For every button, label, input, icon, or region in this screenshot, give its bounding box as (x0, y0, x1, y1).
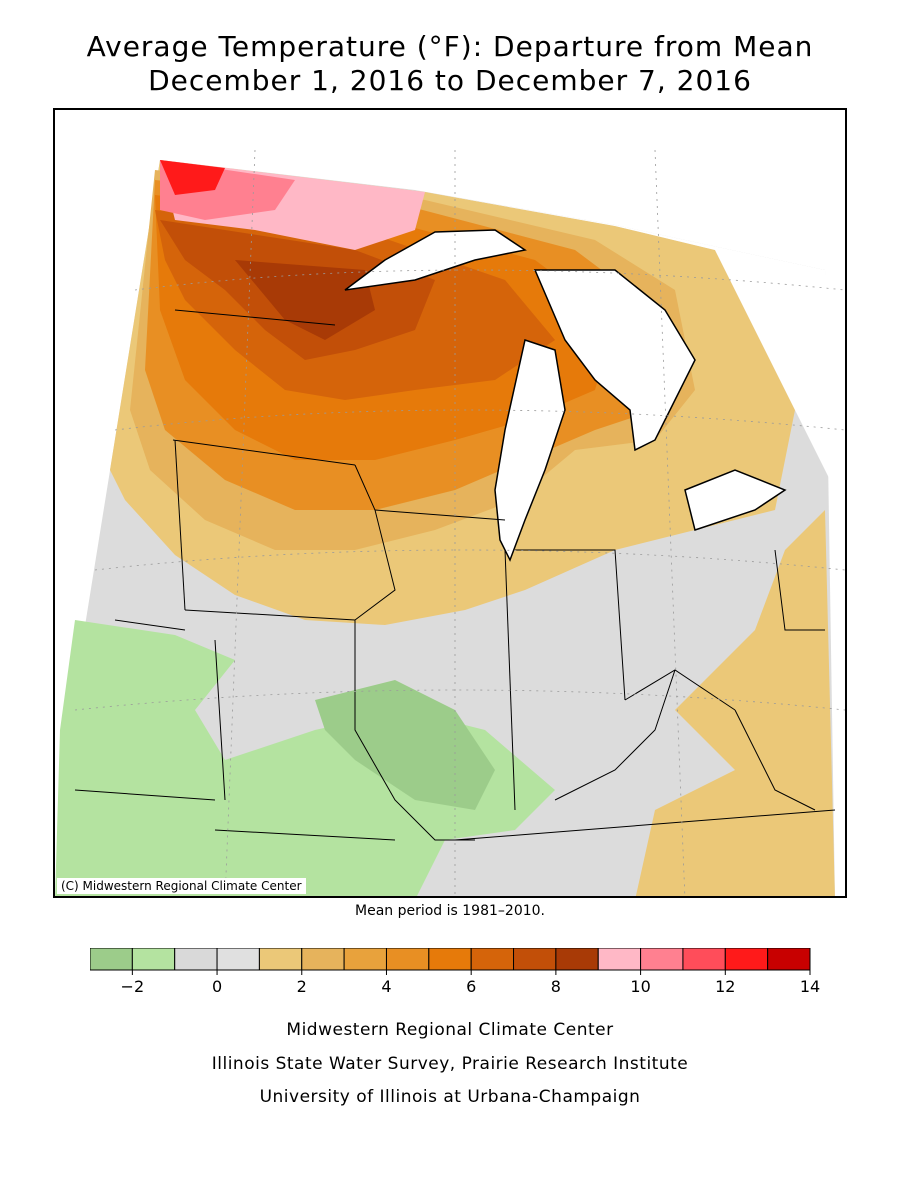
legend-bin (640, 948, 684, 971)
map-credit: (C) Midwestern Regional Climate Center (57, 878, 306, 894)
legend-tick-label: 8 (551, 977, 561, 996)
legend-bin (682, 948, 726, 971)
legend-bin (90, 948, 133, 971)
legend-tick-label: 10 (630, 977, 650, 996)
hot-anomaly-zone (160, 160, 225, 195)
legend-bin (767, 948, 811, 971)
footer-university: University of Illinois at Urbana-Champai… (259, 1087, 641, 1107)
graticule (74, 149, 845, 896)
lake-erie (684, 469, 787, 531)
lake-michigan (494, 339, 566, 562)
mean-period-note: Mean period is 1981–2010. (355, 903, 545, 919)
warm-anomaly-zone (635, 510, 835, 896)
legend-bin (343, 948, 387, 971)
map-subtitle: December 1, 2016 to December 7, 2016 (148, 64, 752, 97)
legend-bin (513, 948, 557, 971)
legend-tick-label: −2 (121, 977, 145, 996)
legend-tick-label: 14 (800, 977, 820, 996)
footer-center: Midwestern Regional Climate Center (286, 1020, 614, 1040)
footer-survey: Illinois State Water Survey, Prairie Res… (211, 1054, 689, 1074)
color-legend: −2 0 2 4 6 8 10 12 14 (90, 948, 820, 998)
cool-anomaly-zone (315, 680, 495, 810)
legend-tick-label: 6 (466, 977, 476, 996)
lake-superior (344, 229, 527, 291)
legend-tick-label: 4 (381, 977, 391, 996)
map-title: Average Temperature (°F): Departure from… (86, 30, 814, 63)
legend-tick-label: 0 (212, 977, 222, 996)
legend-bin (597, 948, 642, 971)
legend-bin (555, 948, 599, 971)
cool-anomaly-zone (55, 620, 555, 896)
legend-bin (301, 948, 345, 971)
lake-huron (533, 269, 696, 452)
legend-tick-label: 12 (715, 977, 735, 996)
legend-bin (216, 948, 260, 971)
legend-bin (258, 948, 303, 971)
canada-region (425, 192, 845, 510)
legend-bin (385, 948, 430, 971)
legend-bin (174, 948, 218, 971)
warm-anomaly-zone (235, 260, 375, 340)
temperature-departure-map (55, 149, 845, 896)
state-boundaries (74, 309, 836, 841)
map-panel: (C) Midwestern Regional Climate Center (53, 108, 847, 898)
legend-bin (470, 948, 515, 971)
legend-bin (428, 948, 472, 971)
legend-tick-label: 2 (297, 977, 307, 996)
legend-bin (131, 948, 176, 971)
legend-scale: −2 0 2 4 6 8 10 12 14 (90, 948, 820, 996)
legend-bin (724, 948, 769, 971)
